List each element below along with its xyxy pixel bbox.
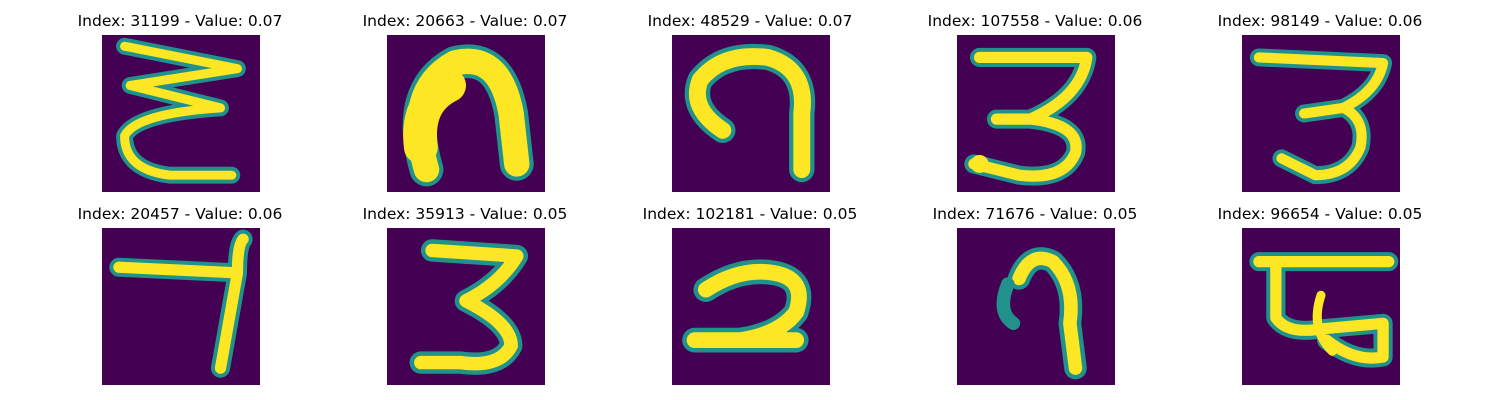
digit-image [387,228,545,385]
panel-9: Index: 71676 - Value: 0.05 [885,193,1185,385]
panel-8: Index: 102181 - Value: 0.05 [600,193,900,385]
panel-title: Index: 20663 - Value: 0.07 [362,12,568,30]
panel-3: Index: 48529 - Value: 0.07 [600,0,900,192]
panel-2: Index: 20663 - Value: 0.07 [315,0,615,192]
panel-6: Index: 20457 - Value: 0.06 [30,193,330,385]
panel-title: Index: 20457 - Value: 0.06 [77,205,283,223]
digit-image [387,35,545,192]
digit-image [957,35,1115,192]
panel-10: Index: 96654 - Value: 0.05 [1170,193,1470,385]
panel-4: Index: 107558 - Value: 0.06 [885,0,1185,192]
digit-image [672,35,830,192]
panel-title: Index: 71676 - Value: 0.05 [932,205,1138,223]
digit-image [672,228,830,385]
panel-title: Index: 107558 - Value: 0.06 [927,12,1143,30]
digit-image [957,228,1115,385]
digit-image [1242,228,1400,385]
digit-image [102,35,260,192]
digit-image [102,228,260,385]
panel-5: Index: 98149 - Value: 0.06 [1170,0,1470,192]
digit-image [1242,35,1400,192]
panel-title: Index: 102181 - Value: 0.05 [642,205,858,223]
panel-title: Index: 31199 - Value: 0.07 [77,12,283,30]
panel-title: Index: 98149 - Value: 0.06 [1217,12,1423,30]
panel-title: Index: 35913 - Value: 0.05 [362,205,568,223]
panel-7: Index: 35913 - Value: 0.05 [315,193,615,385]
panel-title: Index: 96654 - Value: 0.05 [1217,205,1423,223]
panel-title: Index: 48529 - Value: 0.07 [647,12,853,30]
panel-1: Index: 31199 - Value: 0.07 [30,0,330,192]
